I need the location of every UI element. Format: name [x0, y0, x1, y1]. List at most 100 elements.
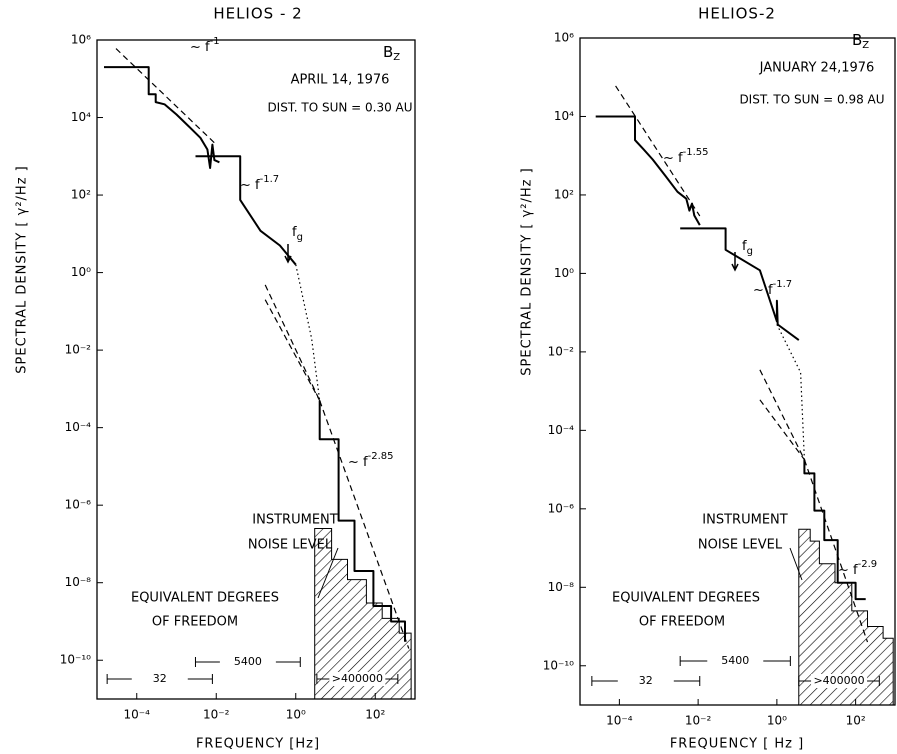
noise-label: NOISE LEVEL — [248, 538, 333, 553]
component-base: B — [852, 31, 862, 49]
noise-label: INSTRUMENT — [252, 513, 337, 528]
cutoff-label: fg — [742, 239, 753, 258]
dotted-line — [776, 324, 805, 460]
noise-leader — [789, 547, 803, 581]
noise-label: INSTRUMENT — [702, 513, 787, 528]
cutoff-label-sub: g — [747, 246, 753, 257]
x-tick-label: 10⁻² — [685, 714, 712, 728]
slope-label-sup: -1.7 — [773, 279, 793, 290]
component-sub: Z — [393, 52, 400, 63]
dof-range-label-bg — [617, 674, 674, 688]
slope-label-base: ~ f — [240, 178, 260, 193]
dof-label: EQUIVALENT DEGREES — [131, 591, 279, 606]
x-tick-label: 10⁻² — [203, 708, 230, 722]
y-tick-label: 10⁰ — [71, 265, 91, 279]
y-axis-label: SPECTRAL DENSITY [ γ²/Hz ] — [15, 165, 30, 373]
distance: DIST. TO SUN = 0.30 AU — [267, 101, 412, 115]
y-tick-label: 10⁴ — [71, 110, 91, 124]
y-tick-label: 10⁻² — [548, 344, 575, 358]
dof-range-label: 5400 — [721, 654, 749, 667]
dashed-line — [759, 399, 805, 460]
dof-range-label-bg — [219, 655, 276, 669]
slope-label: ~ f-1.55 — [663, 147, 708, 166]
y-tick-label: 10⁴ — [554, 109, 574, 123]
dof-label: OF FREEDOM — [152, 615, 238, 630]
slope-label-sup: -1.55 — [683, 147, 709, 158]
noise-label: NOISE LEVEL — [698, 538, 783, 553]
panel-title: HELIOS - 2 — [213, 5, 302, 23]
component: BZ — [852, 31, 869, 52]
y-tick-label: 10⁻¹⁰ — [60, 653, 91, 667]
slope-label: ~ f-2.9 — [838, 559, 877, 578]
cutoff-arrow — [284, 244, 292, 264]
slope-label: ~ f-1 — [190, 36, 220, 55]
y-tick-label: 10² — [554, 187, 574, 201]
x-tick-label: 10⁰ — [286, 708, 306, 722]
x-tick-label: 10² — [846, 714, 866, 728]
cutoff-arrow — [731, 252, 739, 272]
slope-label: ~ f-1.7 — [753, 279, 792, 298]
component: BZ — [383, 43, 400, 64]
slope-label: ~ f-1.7 — [240, 174, 279, 193]
dof-label: OF FREEDOM — [639, 615, 725, 630]
x-tick-label: 10⁰ — [767, 714, 787, 728]
dashed-line — [115, 48, 217, 146]
y-tick-label: 10⁶ — [71, 33, 91, 47]
x-tick-label: 10⁻⁴ — [606, 714, 633, 728]
y-axis-label: SPECTRAL DENSITY [ γ²/Hz ] — [520, 167, 535, 375]
dof-label: EQUIVALENT DEGREES — [612, 591, 760, 606]
slope-label-sup: -2.9 — [858, 559, 878, 570]
y-tick-label: 10⁰ — [554, 266, 574, 280]
slope-label-sup: -2.85 — [368, 451, 394, 462]
date: APRIL 14, 1976 — [291, 73, 390, 88]
dashed-line — [615, 85, 701, 217]
x-tick-label: 10² — [365, 708, 385, 722]
dof-range-label: >400000 — [332, 672, 383, 685]
y-tick-label: 10⁻² — [65, 343, 92, 357]
dotted-line — [295, 264, 321, 401]
dof-range-label: >400000 — [813, 674, 864, 687]
cutoff-label-sub: g — [297, 232, 303, 243]
date: JANUARY 24,1976 — [759, 61, 875, 76]
dashed-line — [264, 284, 321, 401]
dashed-line — [319, 400, 410, 649]
plot-frame — [96, 39, 416, 700]
solid-line — [104, 66, 406, 642]
noise-leader — [317, 547, 339, 599]
x-axis-label: FREQUENCY [Hz] — [196, 737, 320, 752]
y-tick-label: 10⁻⁸ — [65, 575, 92, 589]
y-tick-label: 10⁻⁴ — [65, 420, 92, 434]
noise-area — [314, 528, 412, 700]
slope-label-base: ~ f — [663, 151, 683, 166]
slope-label-sup: -1.7 — [260, 174, 280, 185]
slope-label-base: ~ f — [753, 283, 773, 298]
dof-range-label-bg — [131, 672, 188, 686]
y-tick-label: 10⁻⁸ — [548, 580, 575, 594]
y-tick-label: 10⁻¹⁰ — [543, 658, 574, 672]
cutoff-label-base: f — [292, 225, 297, 240]
dashed-line — [759, 369, 805, 460]
x-tick-label: 10⁻⁴ — [124, 708, 151, 722]
dof-range-label-bg — [811, 674, 868, 688]
slope-label: ~ f-2.85 — [348, 451, 393, 470]
cutoff-label-base: f — [742, 239, 747, 254]
y-tick-label: 10⁻⁴ — [548, 423, 575, 437]
y-tick-label: 10⁻⁶ — [548, 501, 575, 515]
slope-label-base: ~ f — [348, 455, 368, 470]
dof-range-label: 5400 — [234, 655, 262, 668]
slope-label-base: ~ f — [838, 563, 858, 578]
slope-label-base: ~ f — [190, 40, 210, 55]
y-tick-label: 10⁶ — [554, 31, 574, 45]
cutoff-label: fg — [292, 225, 303, 244]
slope-label-sup: -1 — [210, 36, 220, 47]
noise-area — [798, 528, 894, 706]
component-sub: Z — [862, 40, 869, 51]
dof-range-label-bg — [707, 654, 764, 668]
dof-range-label: 32 — [639, 674, 653, 687]
y-tick-label: 10² — [71, 188, 91, 202]
dof-range-label: 32 — [153, 672, 167, 685]
x-axis-label: FREQUENCY [ Hz ] — [670, 737, 804, 752]
component-base: B — [383, 43, 393, 61]
